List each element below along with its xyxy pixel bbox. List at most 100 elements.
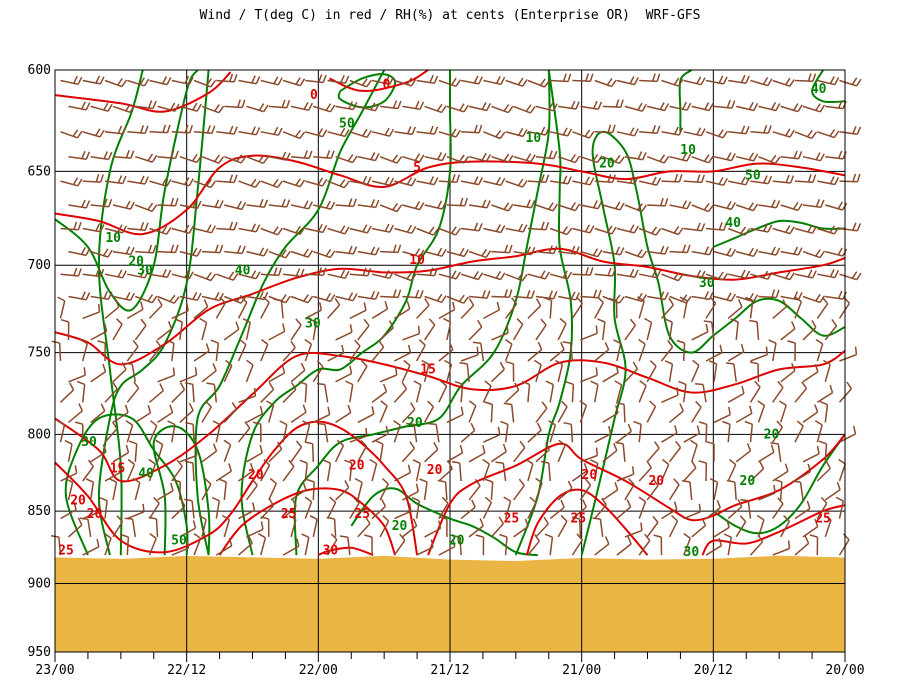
wind-barb-staff bbox=[504, 343, 513, 362]
wind-barb-staff bbox=[572, 273, 591, 276]
wind-barb-flag bbox=[856, 173, 861, 183]
wind-barb-flag bbox=[797, 104, 803, 112]
wind-barb-flag bbox=[767, 78, 773, 86]
wind-barb-flag bbox=[99, 174, 104, 183]
wind-barb-staff bbox=[638, 227, 657, 236]
wind-barb-staff bbox=[794, 180, 814, 183]
wind-barb-staff bbox=[668, 520, 679, 538]
wind-barb-flag bbox=[413, 380, 422, 386]
wind-barb-flag bbox=[797, 203, 803, 211]
wind-barb-staff bbox=[460, 384, 464, 403]
wind-barb-flag bbox=[97, 504, 101, 513]
wind-barb-flag bbox=[473, 270, 479, 279]
wind-barb-flag bbox=[566, 227, 573, 236]
wind-barb-staff bbox=[580, 454, 598, 463]
wind-barb-flag bbox=[522, 224, 528, 233]
x-tick-label: 22/00 bbox=[299, 663, 338, 678]
wind-barb-staff bbox=[238, 227, 257, 233]
wind-barb-flag bbox=[606, 225, 613, 234]
wind-barb-flag bbox=[254, 180, 261, 188]
wind-barb-flag bbox=[544, 533, 553, 538]
wind-barb-flag bbox=[303, 200, 309, 209]
temperature-contour-label: 25 bbox=[281, 507, 297, 522]
wind-barb-flag bbox=[562, 73, 567, 82]
wind-barb-staff bbox=[290, 204, 309, 210]
wind-barb-flag bbox=[584, 478, 592, 486]
wind-barb-flag bbox=[392, 100, 398, 109]
wind-barb-flag bbox=[677, 78, 684, 87]
wind-barb-flag bbox=[411, 226, 417, 234]
wind-barb-flag bbox=[575, 292, 580, 301]
wind-barb-flag bbox=[96, 538, 100, 547]
wind-barb-flag bbox=[240, 296, 248, 303]
wind-barb-staff bbox=[402, 105, 421, 110]
wind-barb-staff bbox=[268, 448, 283, 463]
wind-barb-flag bbox=[458, 154, 465, 162]
wind-barb-flag bbox=[242, 318, 251, 323]
wind-barb-flag bbox=[791, 363, 796, 371]
wind-barb-staff bbox=[638, 385, 647, 403]
wind-barb-flag bbox=[374, 247, 380, 256]
wind-barb-staff bbox=[157, 250, 176, 254]
wind-barb-staff bbox=[594, 504, 607, 520]
wind-barb-staff bbox=[357, 155, 376, 162]
wind-barb-staff bbox=[691, 250, 710, 256]
wind-barb-staff bbox=[192, 462, 195, 482]
x-tick-label: 20/12 bbox=[694, 663, 733, 678]
wind-barb-flag bbox=[382, 515, 390, 522]
wind-barb-flag bbox=[139, 175, 145, 184]
wind-barb-flag bbox=[644, 533, 651, 541]
wind-barb-flag bbox=[364, 534, 373, 538]
wind-barb-flag bbox=[150, 420, 158, 427]
wind-barb-staff bbox=[438, 502, 449, 519]
wind-barb-staff bbox=[268, 250, 286, 259]
wind-barb-flag bbox=[633, 77, 639, 85]
rh-contour-label: 10 bbox=[526, 131, 542, 146]
wind-barb-flag bbox=[148, 516, 157, 520]
wind-barb-flag bbox=[51, 340, 60, 344]
wind-barb-flag bbox=[559, 317, 567, 325]
wind-barb-flag bbox=[97, 303, 101, 312]
wind-barb-flag bbox=[415, 100, 420, 109]
wind-barb-flag bbox=[851, 271, 858, 279]
wind-barb-flag bbox=[562, 127, 568, 136]
wind-barb-staff bbox=[535, 324, 547, 341]
wind-barb-flag bbox=[77, 268, 82, 277]
wind-barb-flag bbox=[362, 128, 368, 137]
wind-barb-staff bbox=[825, 105, 844, 110]
wind-barb-staff bbox=[424, 295, 442, 304]
wind-barb-staff bbox=[312, 366, 324, 383]
wind-barb-staff bbox=[602, 250, 621, 256]
wind-barb-flag bbox=[543, 296, 552, 302]
wind-barb-staff bbox=[435, 424, 440, 443]
wind-barb-flag bbox=[481, 102, 487, 110]
wind-barb-flag bbox=[722, 272, 729, 281]
wind-barb-flag bbox=[117, 269, 123, 278]
wind-barb-flag bbox=[631, 466, 635, 475]
wind-barb-flag bbox=[417, 325, 421, 334]
wind-barb-flag bbox=[133, 381, 140, 389]
wind-barb-staff bbox=[490, 404, 494, 423]
wind-barb-staff bbox=[527, 384, 531, 403]
wind-barb-flag bbox=[437, 200, 443, 209]
wind-barb-staff bbox=[327, 273, 346, 280]
wind-barb-staff bbox=[357, 482, 363, 501]
wind-barb-flag bbox=[585, 266, 590, 276]
wind-barb-staff bbox=[171, 227, 190, 234]
wind-barb-staff bbox=[215, 302, 227, 319]
wind-barb-flag bbox=[514, 382, 520, 391]
wind-barb-flag bbox=[273, 76, 279, 85]
wind-barb-flag bbox=[590, 459, 599, 464]
wind-barb-staff bbox=[171, 465, 183, 482]
wind-barb-flag bbox=[219, 296, 226, 304]
wind-barb-flag bbox=[730, 293, 736, 302]
wind-barb-flag bbox=[352, 293, 358, 302]
wind-barb-flag bbox=[339, 225, 346, 233]
wind-barb-staff bbox=[735, 204, 754, 212]
wind-barb-staff bbox=[438, 79, 457, 88]
wind-barb-flag bbox=[125, 200, 131, 209]
wind-barb-staff bbox=[702, 384, 707, 403]
wind-barb-staff bbox=[838, 302, 851, 319]
wind-barb-staff bbox=[482, 502, 493, 519]
wind-barb-flag bbox=[829, 76, 835, 84]
